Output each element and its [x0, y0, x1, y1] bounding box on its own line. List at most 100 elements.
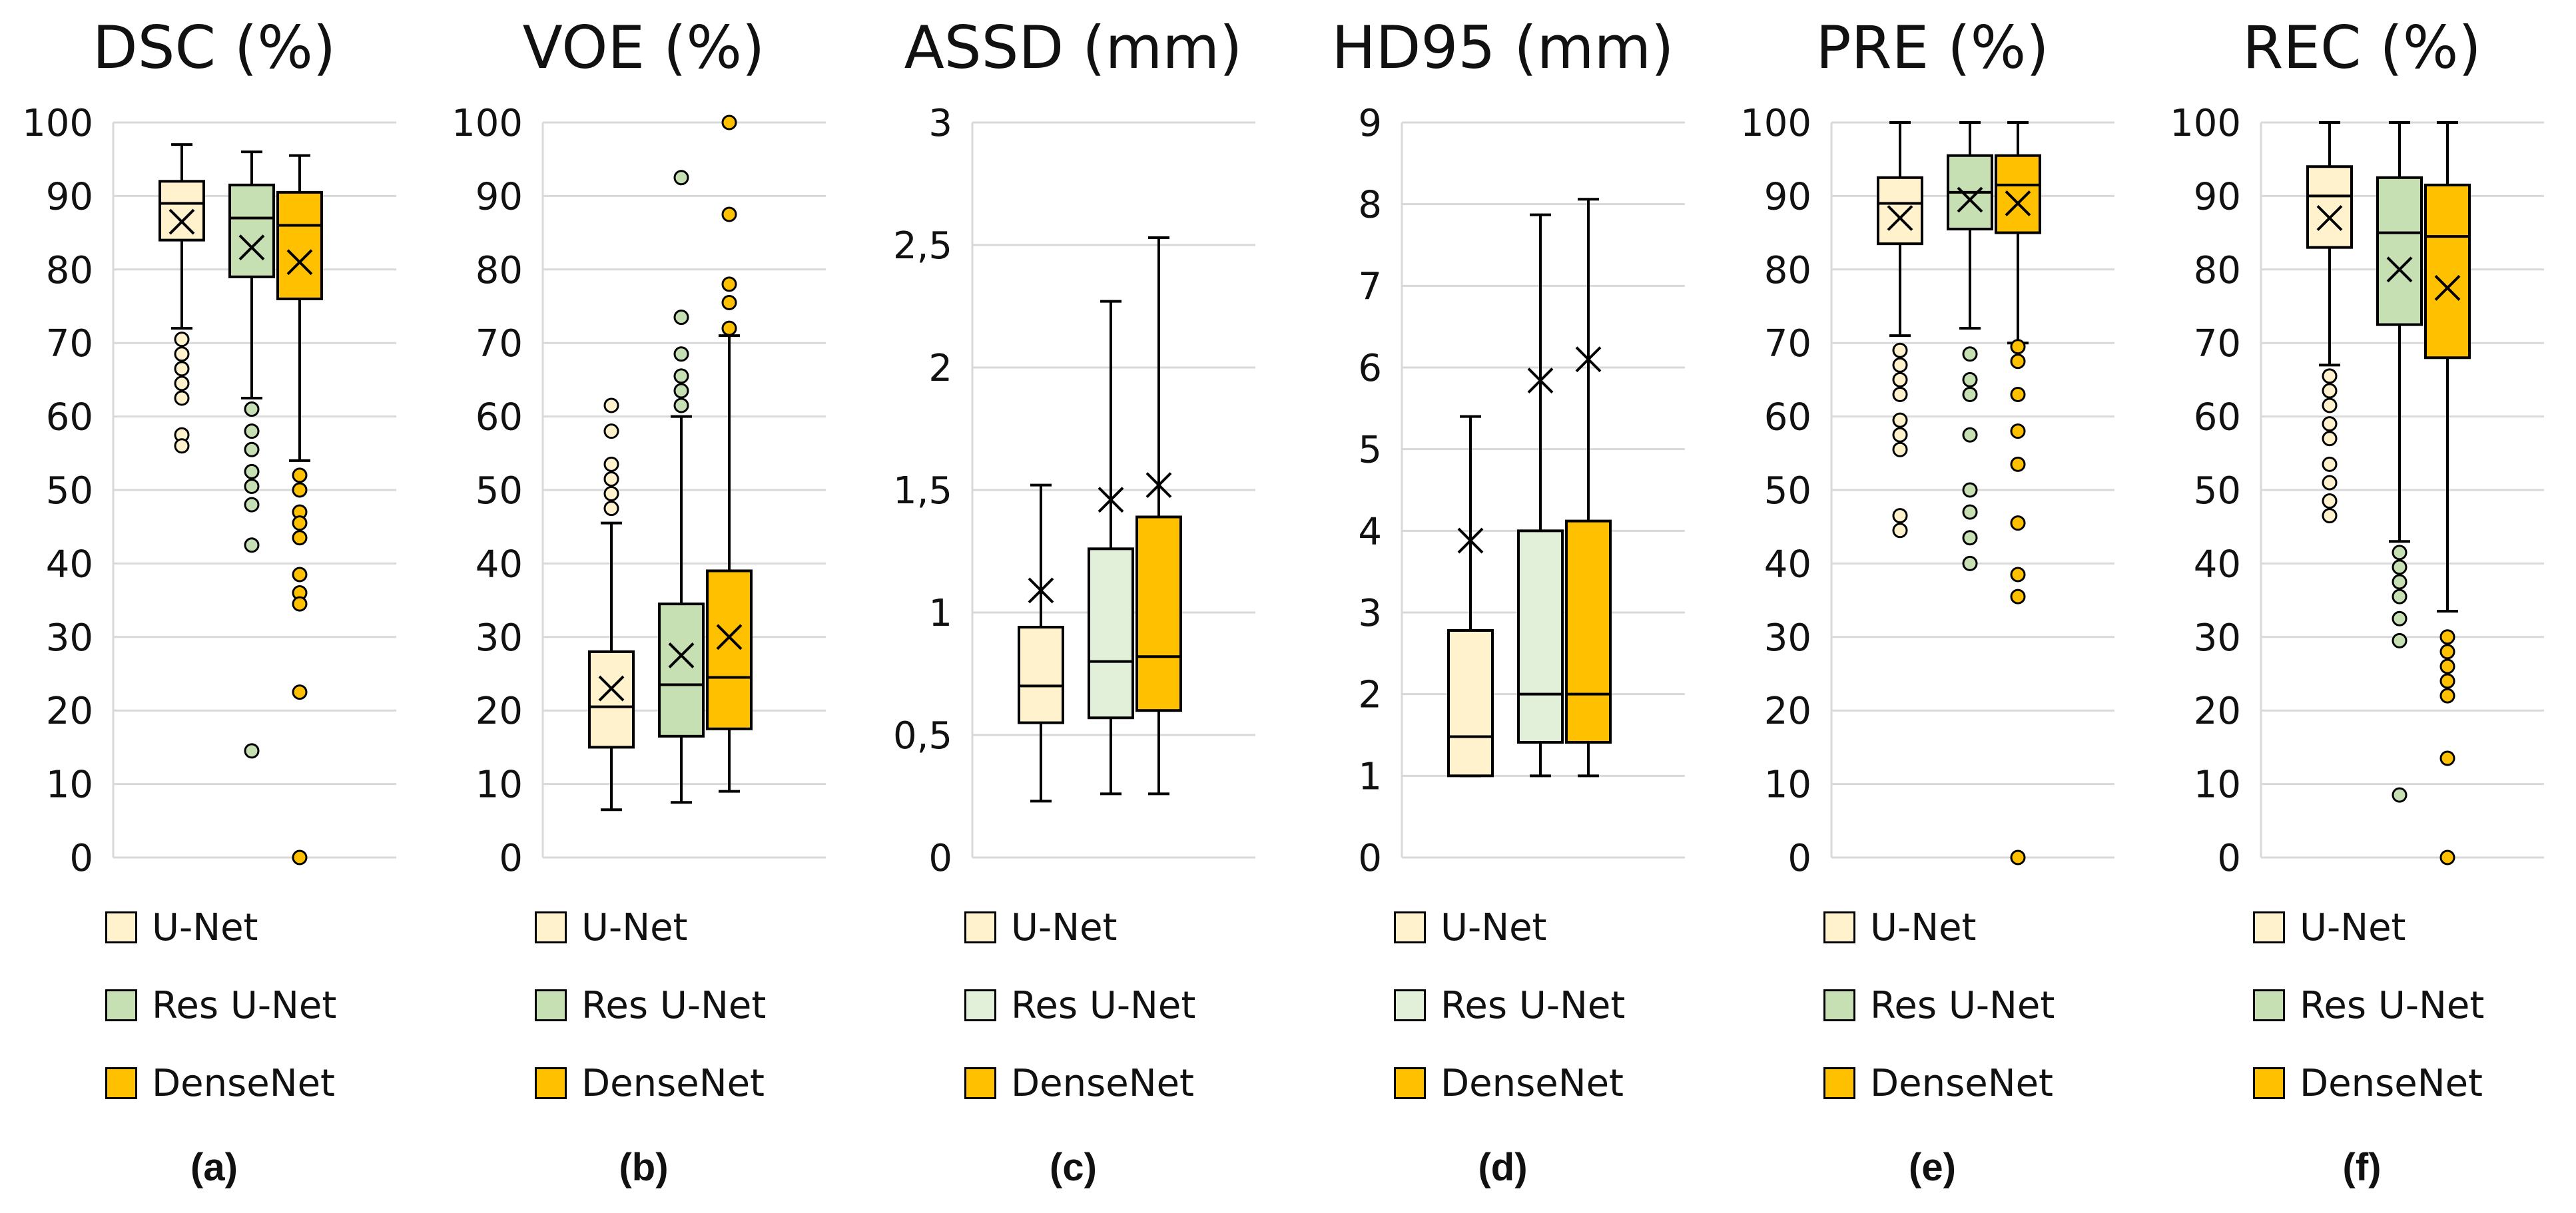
outlier-point	[174, 361, 190, 377]
outlier-point	[1962, 386, 1978, 402]
outlier-point	[2392, 610, 2408, 626]
legend-swatch	[964, 1067, 996, 1099]
outlier-point	[721, 206, 737, 222]
y-tick-label: 1,5	[893, 469, 952, 513]
outlier-point	[2392, 559, 2408, 575]
outlier-point	[244, 401, 260, 417]
outlier-point	[1962, 504, 1978, 520]
legend-item-densenet: DenseNet	[964, 1057, 1194, 1110]
box-plot: 0 10 20 30 40 50 60 70 80 90 100	[452, 102, 826, 880]
y-tick-label: 80	[476, 249, 523, 292]
chart-panel-voe: VOE (%) 0 10 20 30 40 50 60 70 80 90 100 U-Net Res U-…	[430, 0, 858, 1213]
iqr-box	[228, 183, 275, 278]
legend-label: Res U-Net	[1441, 983, 1626, 1027]
outlier-point	[2392, 574, 2408, 590]
outlier-point	[1892, 523, 1908, 539]
y-tick-label: 10	[46, 764, 93, 807]
y-tick-label: 1	[1358, 755, 1382, 798]
y-tick-label: 30	[476, 616, 523, 660]
outlier-point	[292, 596, 308, 612]
mean-marker	[2434, 274, 2461, 301]
y-tick-label: 90	[2194, 175, 2241, 218]
y-tick-label: 100	[1740, 102, 1811, 145]
legend-label: DenseNet	[1441, 1061, 1624, 1105]
legend-swatch	[1823, 911, 1855, 943]
iqr-box	[1088, 547, 1134, 720]
box-plot: 0 10 20 30 40 50 60 70 80 90 100	[22, 102, 396, 880]
outlier-point	[292, 567, 308, 583]
legend-swatch	[535, 989, 567, 1021]
box-u-net	[1877, 121, 1923, 539]
iqr-box	[706, 569, 753, 730]
iqr-box	[658, 603, 705, 738]
outlier-point	[292, 849, 308, 865]
y-tick-label: 20	[476, 690, 523, 733]
outlier-point	[603, 486, 619, 502]
legend-label: Res U-Net	[152, 983, 337, 1027]
y-tick-label: 30	[1764, 616, 1811, 660]
outlier-point	[292, 684, 308, 700]
outlier-point	[1962, 530, 1978, 546]
outlier-point	[2010, 386, 2026, 402]
y-tick-label: 10	[2194, 764, 2241, 807]
outlier-point	[174, 438, 190, 454]
chart-title: PRE (%)	[1815, 13, 2049, 82]
outlier-point	[292, 482, 308, 498]
iqr-box	[2306, 165, 2353, 249]
legend-item-densenet: DenseNet	[535, 1057, 765, 1110]
y-tick-label: 0	[69, 837, 93, 880]
outlier-point	[603, 456, 619, 472]
mean-marker	[1575, 346, 1602, 373]
y-tick-label: 0,5	[893, 714, 952, 758]
y-tick-label: 30	[2194, 616, 2241, 660]
outlier-point	[2439, 673, 2455, 689]
iqr-box	[1877, 176, 1923, 246]
outlier-point	[1892, 386, 1908, 402]
legend-swatch	[1394, 1067, 1426, 1099]
y-tick-label: 1	[928, 592, 952, 635]
legend-label: U-Net	[1011, 905, 1118, 949]
y-tick-label: 0	[1787, 837, 1811, 880]
legend-item-res-u-net: Res U-Net	[2253, 979, 2484, 1032]
outlier-point	[244, 463, 260, 479]
legend-item-res-u-net: Res U-Net	[535, 979, 766, 1032]
box-densenet	[2424, 121, 2471, 865]
outlier-point	[1892, 427, 1908, 443]
box-u-net	[2306, 121, 2353, 524]
box-densenet	[706, 115, 753, 793]
chart-panel-pre: PRE (%) 0 10 20 30 40 50 60 70 80 90 100 U-Net Res U-…	[1718, 0, 2146, 1213]
y-tick-label: 50	[476, 469, 523, 513]
chart-panel-rec: REC (%) 0 10 20 30 40 50 60 70 80 90 100 U-Net Res U-…	[2148, 0, 2576, 1213]
legend-label: Res U-Net	[581, 983, 767, 1027]
y-tick-label: 9	[1358, 102, 1382, 145]
y-tick-label: 100	[452, 102, 523, 145]
legend-label: Res U-Net	[1870, 983, 2055, 1027]
y-tick-label: 60	[2194, 396, 2241, 439]
outlier-point	[2322, 383, 2338, 399]
y-tick-label: 40	[1764, 543, 1811, 586]
mean-marker	[668, 642, 695, 668]
outlier-point	[174, 332, 190, 348]
outlier-point	[2392, 787, 2408, 803]
outlier-point	[1892, 441, 1908, 457]
outlier-point	[244, 743, 260, 759]
legend-label: U-Net	[152, 905, 258, 949]
outlier-point	[673, 383, 689, 399]
legend-label: U-Net	[2300, 905, 2406, 949]
y-tick-label: 90	[476, 175, 523, 218]
box-res-u-net	[1947, 121, 1993, 571]
panel-label: (e)	[1909, 1146, 1956, 1189]
y-tick-label: 2	[928, 347, 952, 390]
iqr-box	[1517, 529, 1564, 744]
legend-item-densenet: DenseNet	[1394, 1057, 1624, 1110]
outlier-point	[2010, 567, 2026, 583]
outlier-point	[603, 501, 619, 517]
outlier-point	[2322, 397, 2338, 413]
legend-swatch	[964, 989, 996, 1021]
box-densenet	[1995, 121, 2041, 865]
y-tick-label: 0	[928, 837, 952, 880]
y-tick-label: 2	[1358, 674, 1382, 717]
outlier-point	[244, 423, 260, 439]
y-tick-label: 40	[46, 543, 93, 586]
box-u-net	[1447, 415, 1494, 778]
